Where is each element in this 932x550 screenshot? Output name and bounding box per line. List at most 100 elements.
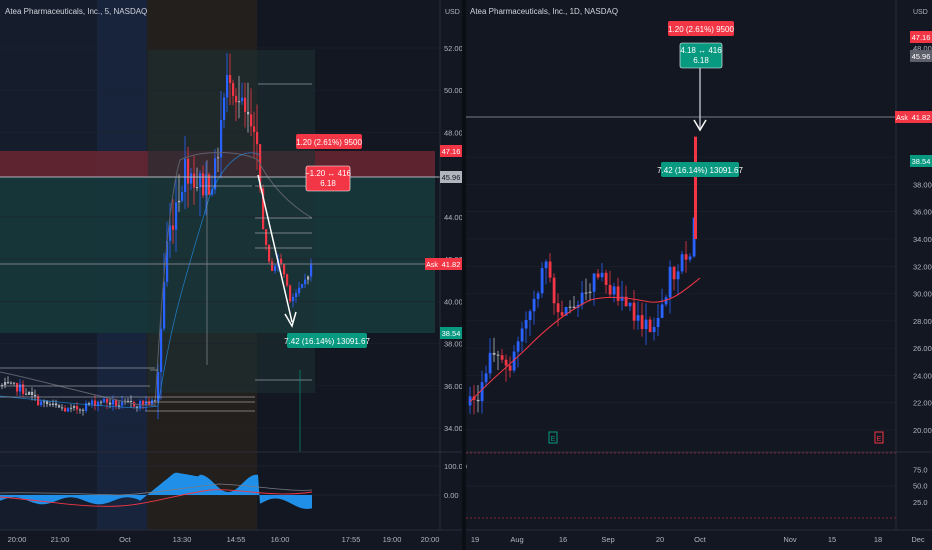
range-label-left: −1.20 ↔ 416 6.18 [305,165,352,192]
svg-text:6.18: 6.18 [320,179,336,188]
candle [91,400,94,405]
pane-divider[interactable] [462,0,466,550]
left-time-tick: 20:00 [421,535,440,544]
right-time-tick: 15 [828,535,836,544]
right-tag-3854: 38.54 [910,155,932,167]
candle [532,298,536,312]
target-label-left: 1.20 (2.61%) 9500 [296,134,362,149]
candle [596,273,600,278]
candle [67,408,70,412]
svg-text:7.42 (16.14%) 13091.67: 7.42 (16.14%) 13091.67 [657,166,743,175]
candle [536,293,540,299]
candle [632,302,636,321]
candle [109,402,112,405]
earnings-icon[interactable]: E [548,431,558,444]
candle [238,101,241,103]
right-time-axis[interactable]: 19 Aug 16 Sep 20 Oct Nov 15 18 Dec [471,535,925,544]
right-time-tick: Sep [601,535,614,544]
right-lines [469,277,701,403]
candle [628,302,632,307]
candle [604,272,608,285]
candle [520,328,524,342]
candle [688,256,692,260]
candle [70,407,73,409]
right-time-tick: 20 [656,535,664,544]
candle [160,328,163,373]
right-time-tick: 18 [874,535,882,544]
candle [133,402,136,407]
candle [292,296,295,302]
candle [283,264,286,275]
measure-arrowhead [284,311,297,328]
candle [16,383,19,392]
left-price-tick: 48.00 [444,128,463,137]
candle [620,296,624,301]
candle [592,273,596,292]
stop-label-right: 7.42 (16.14%) 13091.67 [657,162,743,177]
left-price-tick: 38.00 [444,340,463,349]
candle [524,319,528,329]
candle [544,261,548,269]
candle [10,382,13,384]
right-price-tick: 28.00 [913,317,932,326]
left-oscillator: 100.00 0.00 [0,462,467,509]
earnings-icon[interactable]: E [874,431,884,444]
candle [262,188,265,230]
left-time-tick: 13:30 [173,535,192,544]
candle [43,401,46,403]
osc-line [0,483,313,496]
candle [528,311,532,320]
candle [235,95,238,103]
left-tag-4716: 47.16 [440,145,462,157]
candle [247,111,250,115]
left-time-tick: 20:00 [8,535,27,544]
candle [184,158,187,193]
left-price-tick: 44.00 [444,213,463,222]
candle [271,261,274,271]
candle [500,355,504,360]
candle [307,276,310,280]
candle [142,400,145,406]
candle [151,400,154,406]
candle [568,306,572,308]
candle [684,254,688,260]
candle [181,192,184,201]
svg-text:41.82: 41.82 [912,113,931,122]
svg-text:38.54: 38.54 [912,157,931,166]
measure-arrowhead-right [693,119,707,132]
candle [572,306,576,308]
candle [88,403,91,405]
candle [148,402,151,406]
candle [166,240,169,282]
candle [172,225,175,230]
candle [556,303,560,313]
candle [208,174,211,195]
svg-text:45.96: 45.96 [912,52,931,61]
range-label-right: 4.18 ↔ 416 6.18 [679,42,723,69]
right-tag-4596: 45.96 [910,50,932,62]
candle [190,173,193,184]
candle [656,317,660,328]
candle [157,372,160,402]
left-grid [0,47,440,429]
candle [193,173,196,188]
right-price-tick: 26.00 [913,344,932,353]
left-price-tick: 36.00 [444,382,463,391]
candle [280,258,283,265]
candle [40,401,43,406]
candle [298,287,301,294]
candle [564,306,568,316]
candle [274,265,277,271]
candle [664,297,668,305]
candle [136,406,139,408]
left-price-tick: 50.00 [444,86,463,95]
right-candles [468,136,697,415]
candle [468,396,472,406]
candle [76,406,79,410]
left-price-tick: 34.00 [444,424,463,433]
right-time-tick: 19 [471,535,479,544]
left-time-axis[interactable]: 20:00 21:00 Oct 13:30 14:55 16:00 17:55 19:00 20… [8,535,440,544]
candle [488,352,492,374]
right-time-tick: Aug [510,535,523,544]
